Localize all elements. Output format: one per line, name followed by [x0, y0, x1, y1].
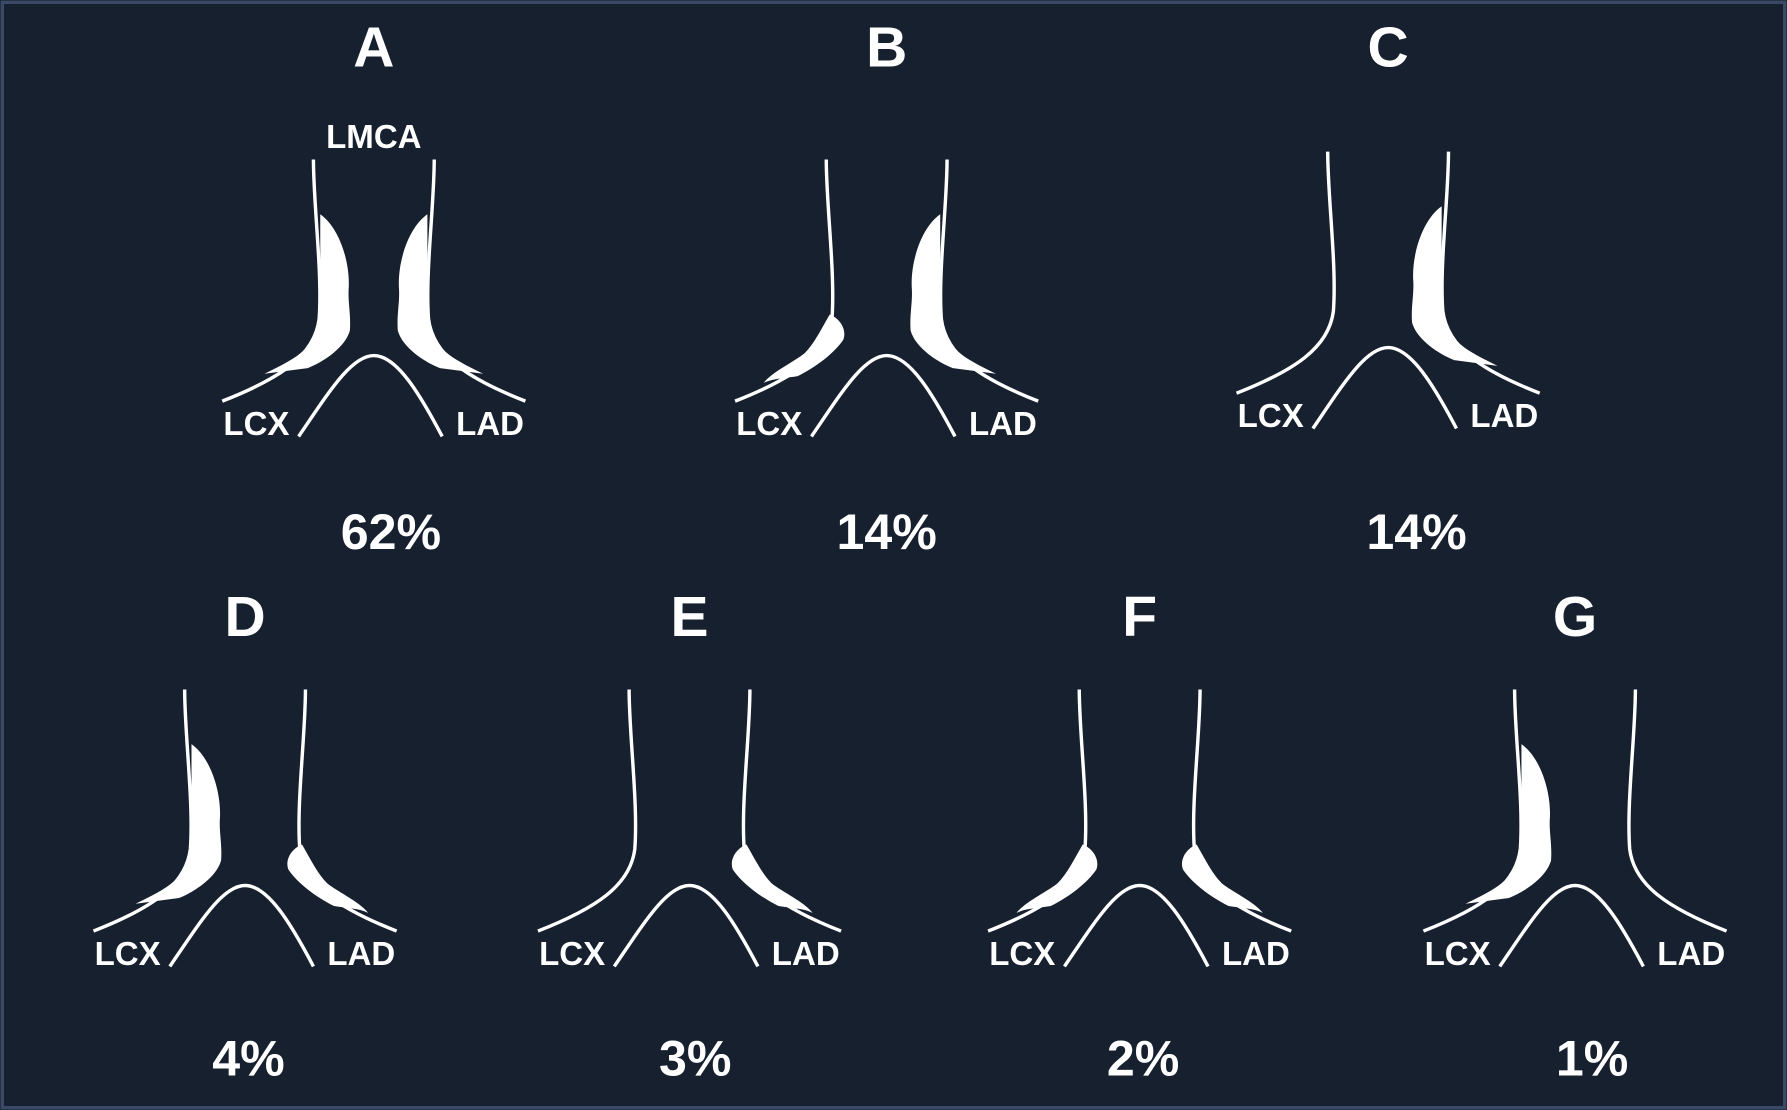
branch-label: LAD: [969, 406, 1037, 443]
plaque: [1465, 744, 1552, 904]
branch-label: LAD: [1222, 936, 1290, 973]
carina: [612, 883, 760, 968]
panel-letter: D: [224, 585, 265, 649]
right-wall: [426, 159, 527, 403]
branch-label: LAD: [1470, 398, 1538, 435]
branch-label: LAD: [772, 936, 840, 973]
bifurcation: [1422, 689, 1728, 968]
percent: 4%: [212, 1030, 284, 1086]
branch-label: LCX: [1425, 936, 1491, 973]
carina: [1498, 883, 1645, 968]
branch-label: LMCA: [326, 119, 421, 156]
branch-label: LAD: [1657, 936, 1725, 973]
right-wall: [938, 159, 1039, 403]
right-wall: [1440, 151, 1541, 395]
branch-label: LAD: [456, 406, 524, 443]
plaque: [264, 214, 351, 374]
bifurcation: [987, 689, 1292, 968]
carina: [297, 353, 444, 438]
left-wall: [92, 689, 193, 933]
carina: [1311, 345, 1458, 430]
branch-label: LCX: [95, 936, 161, 973]
left-wall: [1235, 151, 1336, 395]
branch-label: LCX: [539, 936, 605, 973]
percent: 1%: [1556, 1030, 1628, 1086]
bifurcation: [537, 689, 842, 968]
carina: [810, 353, 957, 438]
percent: 62%: [341, 504, 441, 560]
left-wall: [537, 689, 638, 933]
bifurcation: [221, 159, 527, 438]
branch-label: LAD: [327, 936, 395, 973]
panel-letter: G: [1553, 585, 1597, 649]
plaque: [1411, 206, 1498, 366]
bifurcation: [92, 689, 398, 968]
left-wall: [221, 159, 322, 403]
branch-label: LCX: [1238, 398, 1304, 435]
panel-letter: C: [1368, 15, 1409, 79]
plaque: [1016, 844, 1098, 913]
right-wall: [1627, 689, 1728, 933]
percent: 14%: [836, 504, 936, 560]
plaque: [1181, 844, 1263, 913]
percent: 3%: [659, 1030, 731, 1086]
plaque: [135, 744, 222, 904]
plaque: [731, 844, 813, 913]
percent: 14%: [1366, 504, 1466, 560]
panel-letter: E: [671, 585, 709, 649]
bifurcation: [734, 159, 1039, 438]
branch-label: LCX: [989, 936, 1055, 973]
plaque: [763, 314, 845, 383]
panel-letter: A: [353, 15, 394, 79]
plaque: [287, 844, 369, 913]
bifurcation: [1235, 151, 1541, 430]
panel-letter: F: [1122, 585, 1157, 649]
carina: [1063, 883, 1210, 968]
percent: 2%: [1107, 1030, 1179, 1086]
plaque: [397, 214, 484, 374]
left-wall: [1422, 689, 1523, 933]
carina: [168, 883, 315, 968]
plaque: [910, 214, 997, 374]
branch-label: LCX: [223, 406, 289, 443]
panel-letter: B: [866, 15, 907, 79]
branch-label: LCX: [736, 406, 802, 443]
